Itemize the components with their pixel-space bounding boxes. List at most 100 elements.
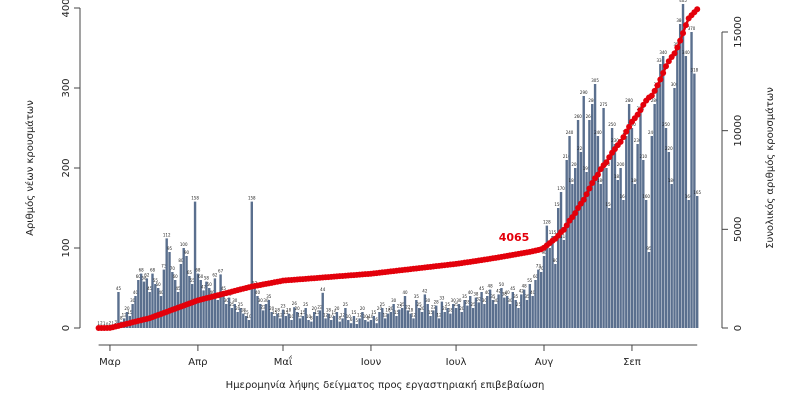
bar [236, 312, 239, 328]
bar [449, 313, 452, 328]
bar [409, 313, 412, 328]
bar-value-label: 45 [147, 286, 153, 291]
cumulative-point [657, 76, 664, 83]
bar [622, 200, 625, 328]
bar-value-label: 30 [425, 298, 431, 303]
bar [696, 196, 699, 328]
bar [602, 108, 605, 328]
bar [227, 297, 231, 328]
bar-value-label: 240 [566, 130, 574, 135]
cumulative-point [637, 107, 644, 114]
cumulative-point [572, 210, 579, 217]
bar [338, 321, 341, 328]
x-axis-label: Ημερομηνία λήψης δείγματος προς εργαστηρ… [226, 379, 545, 391]
bar-value-label: 40 [530, 290, 536, 295]
bar-value-label: 18 [408, 308, 414, 313]
bar [525, 300, 529, 328]
bar [250, 201, 253, 328]
bar-value-label: 10 [363, 314, 369, 319]
bar [142, 281, 146, 328]
bar-value-label: 44 [320, 287, 326, 292]
bar-value-label: 260 [574, 114, 582, 119]
bar-value-label: 260 [586, 114, 594, 119]
bar [117, 292, 120, 328]
bar-value-label: 220 [577, 146, 585, 151]
y-axis-label: Αριθμός νέων κρουσμάτων [24, 100, 36, 236]
bar-value-label: 128 [543, 220, 551, 225]
bar [230, 308, 234, 328]
x-tick-label: Απρ [188, 357, 207, 368]
bar-value-label: 25 [417, 302, 423, 307]
cumulative-point [634, 111, 641, 118]
bar-value-label: 35 [462, 294, 468, 299]
bar-value-label: 50 [207, 282, 213, 287]
cumulative-point [594, 171, 601, 178]
bar-value-label: 160 [642, 194, 650, 199]
x-tick-label: Σεπ [623, 357, 641, 368]
bar-value-label: 62 [212, 272, 218, 277]
bar-value-label: 25 [229, 302, 235, 307]
bar [576, 120, 580, 328]
bar-value-label: 30 [224, 298, 230, 303]
bar [656, 88, 659, 328]
bar-value-label: 180 [569, 178, 577, 183]
bar-value-label: 165 [693, 190, 701, 195]
bar [457, 304, 461, 328]
cumulative-point [583, 191, 590, 198]
bar-value-label: 60 [198, 274, 204, 279]
bar-value-label: 10 [329, 314, 335, 319]
bar-value-label: 20 [388, 306, 394, 311]
bar-value-label: 150 [605, 202, 613, 207]
bar-value-label: 25 [400, 302, 406, 307]
bar-value-label: 290 [580, 90, 588, 95]
bar [239, 308, 242, 328]
bar-value-label: 275 [600, 102, 608, 107]
bar [537, 269, 540, 328]
bar [412, 318, 415, 328]
bar-value-label: 1 [112, 321, 115, 326]
bar [650, 136, 654, 328]
bar [383, 318, 387, 328]
bar-value-label: 10 [246, 314, 252, 319]
bar [678, 24, 682, 328]
bar [642, 160, 645, 328]
bar [202, 290, 205, 328]
bar [321, 292, 324, 328]
bar-value-label: 230 [634, 138, 642, 143]
bar [432, 310, 435, 328]
bar-value-label: 55 [527, 278, 533, 283]
bar-value-label: 405 [679, 0, 687, 3]
bar-value-label: 30 [263, 298, 269, 303]
bar [290, 320, 293, 328]
cumulative-point [589, 179, 596, 186]
bar [562, 240, 566, 328]
bar [483, 304, 486, 328]
bar-value-label: 370 [688, 26, 696, 31]
bar-value-label: 185 [614, 174, 622, 179]
bar [293, 307, 296, 328]
bar [137, 280, 140, 328]
bar [531, 296, 534, 328]
cumulative-point [680, 30, 687, 37]
bar [443, 312, 446, 328]
bar-value-label: 280 [625, 98, 633, 103]
bar-value-label: 220 [665, 146, 673, 151]
bar [625, 136, 628, 328]
bar-value-label: 195 [583, 166, 591, 171]
bar [610, 128, 614, 328]
bar [559, 192, 563, 328]
bar-value-label: 8 [310, 316, 313, 321]
bar-value-label: 45 [116, 286, 122, 291]
bar-value-label: 210 [563, 154, 571, 159]
bar [503, 297, 506, 328]
bar-value-label: 12 [278, 312, 284, 317]
bar [253, 286, 256, 328]
bar-value-label: 25 [343, 302, 349, 307]
bar-value-label: 20 [269, 306, 275, 311]
bar [210, 296, 214, 328]
bar [415, 300, 418, 328]
bar-value-label: 52 [252, 280, 258, 285]
bar-value-label: 340 [659, 50, 667, 55]
cumulative-point [623, 128, 630, 135]
x-tick-label: Ιουν [361, 357, 382, 368]
